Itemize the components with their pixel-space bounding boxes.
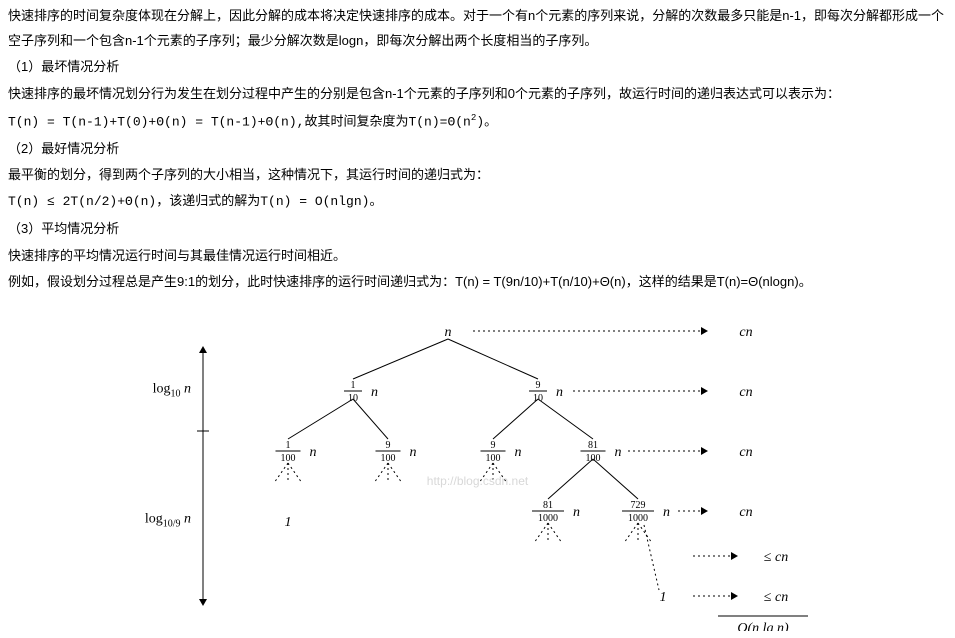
svg-text:n: n — [556, 385, 563, 400]
recursion-tree-svg: n 1 10 n 9 10 n 1 100 n 9 100 n 9 100 n 81 100 n 1 81 1000 n 72… — [108, 301, 848, 631]
svg-text:cn: cn — [739, 385, 752, 400]
best-case-equation: T(n) ≤ 2T(n/2)+Θ(n)，该递归式的解为T(n) = O(nlgn… — [8, 190, 947, 215]
svg-text:729: 729 — [630, 500, 645, 511]
worst-case-text: 快速排序的最坏情况划分行为发生在划分过程中产生的分别是包含n-1个元素的子序列和… — [8, 82, 947, 107]
svg-text:log10 n: log10 n — [152, 381, 190, 399]
worst-case-heading: （1）最坏情况分析 — [8, 55, 947, 80]
best-case-text: 最平衡的划分，得到两个子序列的大小相当，这种情况下，其运行时间的递归式为： — [8, 163, 947, 188]
best-case-heading: （2）最好情况分析 — [8, 137, 947, 162]
svg-text:cn: cn — [739, 325, 752, 340]
svg-text:n: n — [614, 445, 621, 460]
svg-text:1: 1 — [350, 380, 355, 391]
svg-text:81: 81 — [588, 440, 598, 451]
svg-text:100: 100 — [280, 453, 295, 464]
svg-text:cn: cn — [739, 505, 752, 520]
avg-case-text: 快速排序的平均情况运行时间与其最佳情况运行时间相近。 — [8, 244, 947, 269]
svg-text:9: 9 — [385, 440, 390, 451]
svg-text:n: n — [371, 385, 378, 400]
intro-paragraph: 快速排序的时间复杂度体现在分解上，因此分解的成本将决定快速排序的成本。对于一个有… — [8, 4, 947, 53]
svg-text:1: 1 — [659, 590, 666, 605]
avg-case-heading: （3）平均情况分析 — [8, 217, 947, 242]
svg-text:cn: cn — [739, 445, 752, 460]
avg-case-example: 例如，假设划分过程总是产生9:1的划分，此时快速排序的运行时间递归式为：T(n)… — [8, 270, 947, 295]
svg-text:9: 9 — [535, 380, 540, 391]
svg-text:100: 100 — [380, 453, 395, 464]
worst-case-equation: T(n) = T(n-1)+T(0)+Θ(n) = T(n-1)+Θ(n),故其… — [8, 109, 947, 135]
svg-text:n: n — [309, 445, 316, 460]
svg-text:1: 1 — [285, 440, 290, 451]
svg-text:1000: 1000 — [538, 513, 558, 524]
svg-text:10: 10 — [348, 393, 358, 404]
svg-text:n: n — [444, 325, 451, 340]
svg-text:100: 100 — [485, 453, 500, 464]
svg-text:≤ cn: ≤ cn — [763, 550, 787, 565]
svg-text:n: n — [514, 445, 521, 460]
svg-text:10: 10 — [533, 393, 543, 404]
svg-text:≤ cn: ≤ cn — [763, 590, 787, 605]
recursion-tree-diagram: http://blog.csdn.net n110n910n1100n9100n… — [8, 301, 947, 634]
svg-text:n: n — [663, 505, 670, 520]
svg-text:log10/9 n: log10/9 n — [144, 511, 190, 529]
svg-text:81: 81 — [543, 500, 553, 511]
svg-text:n: n — [409, 445, 416, 460]
eq-part-a: T(n) = T(n-1)+T(0)+Θ(n) = T(n-1)+Θ(n),故其… — [8, 114, 471, 129]
svg-text:1000: 1000 — [628, 513, 648, 524]
eq-part-c: )。 — [476, 114, 497, 129]
svg-text:100: 100 — [585, 453, 600, 464]
svg-text:9: 9 — [490, 440, 495, 451]
svg-text:1: 1 — [284, 515, 291, 530]
svg-text:n: n — [573, 505, 580, 520]
svg-text:O(n lg n): O(n lg n) — [737, 621, 789, 631]
